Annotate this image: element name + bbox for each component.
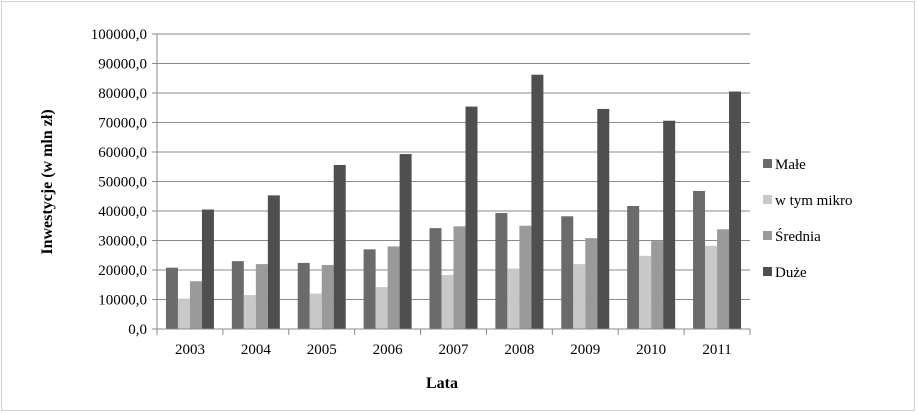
bar [465, 106, 478, 329]
bar [363, 249, 376, 329]
bar [333, 164, 346, 329]
bar [189, 281, 202, 329]
bar [693, 190, 706, 329]
bar [297, 262, 310, 329]
x-tick-label: 2005 [307, 342, 337, 358]
bar [201, 209, 214, 329]
bar [399, 154, 412, 329]
bar [729, 91, 742, 330]
bar [705, 245, 718, 329]
y-tick-labels: 0,0 10000,0 20000,0 30000,0 40000,0 50000,0 60… [91, 27, 147, 338]
bar [495, 213, 508, 329]
bar [573, 264, 586, 329]
bar [627, 205, 640, 329]
bar [165, 267, 178, 329]
legend: Małe w tym mikro Średnia Duże [763, 157, 853, 281]
bar [507, 268, 520, 329]
bar [453, 226, 466, 329]
bar [717, 229, 730, 329]
bar [387, 246, 400, 329]
x-tick-label: 2003 [175, 342, 205, 358]
y-tick-label: 100000,0 [91, 27, 147, 43]
x-tick-labels: 2003 2004 2005 2006 2007 2008 2009 2010 2011 [175, 342, 732, 358]
bar [519, 225, 532, 329]
y-tick-label: 10000,0 [98, 293, 147, 309]
y-tick-label: 50000,0 [98, 175, 147, 191]
y-tick-label: 90000,0 [98, 57, 147, 73]
bar [531, 74, 544, 330]
legend-label: w tym mikro [775, 193, 853, 209]
legend-swatch [763, 231, 772, 240]
bar [375, 287, 388, 329]
y-tick-label: 40000,0 [98, 204, 147, 220]
legend-label: Małe [775, 157, 806, 173]
x-tick-label: 2011 [702, 342, 731, 358]
bar [597, 108, 610, 330]
x-tick-label: 2006 [373, 342, 404, 358]
bar [321, 264, 334, 329]
legend-label: Duże [775, 265, 807, 281]
bar [231, 261, 244, 329]
bar [309, 293, 322, 329]
bar [585, 238, 598, 329]
x-tick-label: 2009 [570, 342, 600, 358]
bar [561, 216, 574, 329]
bar [441, 275, 454, 329]
axes [156, 34, 751, 335]
y-tick-label: 60000,0 [98, 145, 147, 161]
y-tick-label: 0,0 [128, 322, 147, 338]
bar [267, 195, 280, 329]
x-tick-label: 2007 [439, 342, 470, 358]
x-tick-label: 2010 [636, 342, 666, 358]
bar [429, 228, 442, 329]
bars [165, 74, 742, 330]
x-tick-label: 2004 [241, 342, 272, 358]
bar [663, 120, 676, 329]
legend-label: Średnia [775, 228, 821, 245]
y-tick-label: 70000,0 [98, 116, 147, 132]
x-tick-label: 2008 [504, 342, 534, 358]
x-axis-title: Lata [426, 375, 458, 392]
bar [243, 295, 256, 329]
bar [255, 264, 268, 329]
legend-swatch [763, 267, 772, 276]
legend-swatch [763, 159, 772, 168]
y-tick-label: 30000,0 [98, 234, 147, 250]
bar [177, 298, 190, 329]
y-tick-label: 20000,0 [98, 263, 147, 279]
y-tick-label: 80000,0 [98, 86, 147, 102]
y-axis-title: Inwestycje (w mln zł) [39, 109, 56, 254]
legend-swatch [763, 195, 772, 204]
bar [651, 241, 664, 329]
bar [639, 255, 652, 329]
